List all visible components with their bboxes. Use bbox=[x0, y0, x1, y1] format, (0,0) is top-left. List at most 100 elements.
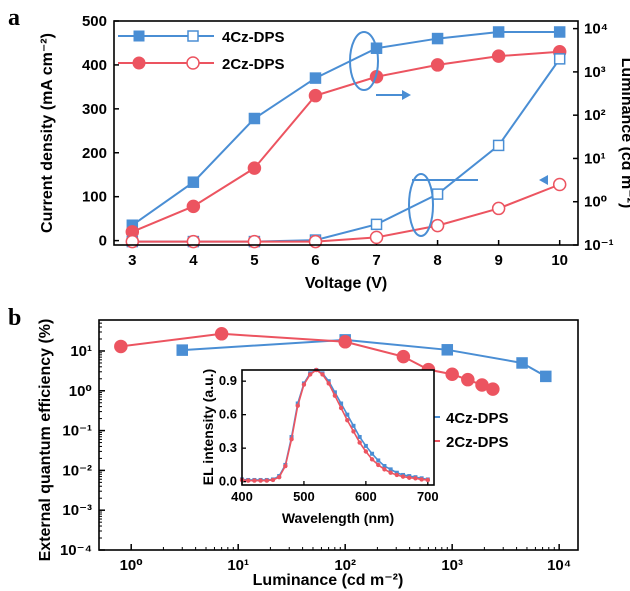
inset-point-2cz-dps bbox=[320, 372, 325, 377]
inset-point-4cz-dps bbox=[376, 458, 381, 463]
data-point-4cz-dps-left bbox=[431, 32, 444, 45]
data-point-4cz-dps-right bbox=[553, 53, 566, 65]
inset-point-4cz-dps bbox=[388, 467, 393, 472]
x-tick-label: 3 bbox=[128, 252, 136, 269]
data-point-2cz-dps-right bbox=[430, 218, 445, 233]
y-tick-label: 10⁻⁴ bbox=[60, 542, 92, 559]
x-tick-label: 9 bbox=[494, 252, 502, 269]
inset-point-2cz-dps bbox=[332, 393, 338, 398]
data-point-4cz-dps-right bbox=[370, 218, 383, 231]
inset-point-4cz-dps bbox=[345, 412, 350, 417]
y-right-tick-label: 10³ bbox=[584, 64, 606, 81]
inset-point-2cz-dps bbox=[419, 477, 424, 482]
data-point-2cz-dps bbox=[396, 349, 411, 364]
y-tick-label: 10⁻¹ bbox=[62, 423, 92, 440]
data-point-2cz-dps-left bbox=[491, 49, 506, 63]
data-point-4cz-dps-right bbox=[492, 139, 505, 152]
data-point-2cz-dps bbox=[338, 335, 352, 349]
y-tick-label: 10¹ bbox=[70, 343, 92, 360]
annotation-arrowhead-left bbox=[539, 175, 548, 185]
inset-x-tick-label: 400 bbox=[231, 489, 253, 504]
inset-y-tick-label: 0.3 bbox=[219, 440, 237, 455]
inset-point-4cz-dps bbox=[332, 390, 337, 395]
inset-point-2cz-dps bbox=[301, 382, 307, 387]
inset-point-2cz-dps bbox=[413, 476, 418, 481]
inset-point-2cz-dps bbox=[289, 437, 294, 442]
y-left-tick-label: 200 bbox=[82, 145, 107, 162]
series-line-4cz-dps-left bbox=[131, 30, 560, 227]
data-point-2cz-dps bbox=[445, 367, 459, 382]
panel-b-ticks: 10⁰ 10¹ 10² 10³ 10⁴ 10⁻⁴ 10⁻³ 10⁻² 10⁻¹ 10⁰ 10¹ bbox=[60, 322, 571, 574]
panel-a-ticks: 3 4 5 6 7 8 9 10010020030040050010⁻¹10⁰10¹10²10… bbox=[82, 13, 614, 269]
legend-label-4cz: 4Cz-DPS bbox=[222, 29, 285, 46]
legend-label-4cz-b: 4Cz-DPS bbox=[446, 410, 509, 427]
data-point-4cz-dps bbox=[516, 357, 528, 369]
y-right-tick-label: 10⁰ bbox=[584, 194, 607, 211]
legend-label-2cz: 2Cz-DPS bbox=[222, 56, 285, 73]
y-tick-label: 10⁰ bbox=[69, 383, 92, 400]
data-point-4cz-dps-left bbox=[248, 112, 261, 125]
inset-point-4cz-dps bbox=[339, 401, 344, 406]
x-tick-label: 5 bbox=[250, 252, 258, 269]
inset-point-2cz-dps bbox=[357, 440, 362, 445]
inset-point-4cz-dps bbox=[351, 423, 356, 428]
data-point-2cz-dps bbox=[214, 327, 229, 341]
data-point-4cz-dps-left bbox=[553, 26, 566, 38]
inset-x-tick-label: 700 bbox=[417, 489, 439, 504]
y-left-tick-label: 0 bbox=[99, 233, 107, 250]
y-left-tick-label: 400 bbox=[82, 57, 107, 74]
y-right-tick-label: 10² bbox=[584, 107, 606, 124]
inset-point-2cz-dps bbox=[351, 429, 356, 434]
x-tick-label: 8 bbox=[433, 252, 441, 269]
legend-label-2cz-b: 2Cz-DPS bbox=[446, 434, 509, 451]
inset-point-2cz-dps bbox=[307, 372, 313, 377]
data-point-4cz-dps-left bbox=[492, 26, 505, 38]
panel-b-frame bbox=[98, 319, 579, 551]
inset-y-tick-label: 0.6 bbox=[219, 407, 237, 422]
inset-y-tick-label: 0.0 bbox=[219, 474, 237, 489]
x-tick-label: 10 bbox=[551, 252, 568, 269]
data-point-2cz-dps-right bbox=[369, 230, 384, 245]
x-tick-label: 4 bbox=[189, 252, 198, 269]
legend-entry-2cz: 2Cz-DPS bbox=[118, 56, 285, 73]
y-left-tick-label: 100 bbox=[82, 189, 107, 206]
inset-point-2cz-dps bbox=[425, 477, 431, 483]
inset-frame bbox=[241, 369, 435, 486]
inset-point-2cz-dps bbox=[283, 463, 288, 469]
x-tick-label: 10⁰ bbox=[120, 557, 143, 574]
panel-a-ylabel-left: Current density (mA cm⁻²) bbox=[39, 33, 56, 233]
inset-point-2cz-dps bbox=[338, 405, 344, 411]
data-point-2cz-dps-left bbox=[308, 88, 323, 103]
inset-point-2cz-dps bbox=[326, 381, 331, 386]
data-point-4cz-dps bbox=[540, 370, 552, 383]
data-point-4cz-dps bbox=[441, 344, 454, 356]
data-point-4cz-dps-left bbox=[187, 176, 200, 188]
inset-point-2cz-dps bbox=[258, 478, 263, 483]
inset-point-2cz-dps bbox=[295, 403, 300, 408]
inset-point-2cz-dps bbox=[363, 449, 369, 454]
x-tick-label: 10⁴ bbox=[547, 557, 571, 574]
y-tick-label: 10⁻³ bbox=[62, 502, 92, 519]
x-tick-label: 7 bbox=[372, 252, 380, 269]
panel-b-xlabel: Luminance (cd m⁻²) bbox=[253, 572, 404, 589]
panel-a-series bbox=[125, 26, 567, 249]
x-tick-label: 10² bbox=[334, 557, 356, 574]
inset-point-2cz-dps bbox=[270, 477, 276, 483]
inset-point-2cz-dps bbox=[400, 474, 406, 479]
x-tick-label: 10³ bbox=[441, 557, 463, 574]
panel-b-label: b bbox=[8, 305, 21, 331]
x-tick-label: 6 bbox=[311, 252, 319, 269]
inset-point-2cz-dps bbox=[369, 457, 375, 462]
x-tick-label: 10¹ bbox=[227, 557, 249, 574]
y-left-tick-label: 300 bbox=[82, 101, 107, 118]
data-point-4cz-dps-right bbox=[431, 188, 444, 200]
series-line-2cz-dps-left bbox=[131, 50, 560, 233]
inset-y-tick-label: 0.9 bbox=[219, 373, 237, 388]
inset-x-tick-label: 500 bbox=[293, 489, 315, 504]
y-left-tick-label: 500 bbox=[82, 13, 107, 30]
data-point-2cz-dps-left bbox=[430, 58, 445, 72]
panel-a-xlabel: Voltage (V) bbox=[305, 275, 387, 292]
data-point-2cz-dps-left bbox=[247, 161, 262, 175]
inset-xlabel: Wavelength (nm) bbox=[282, 510, 394, 526]
